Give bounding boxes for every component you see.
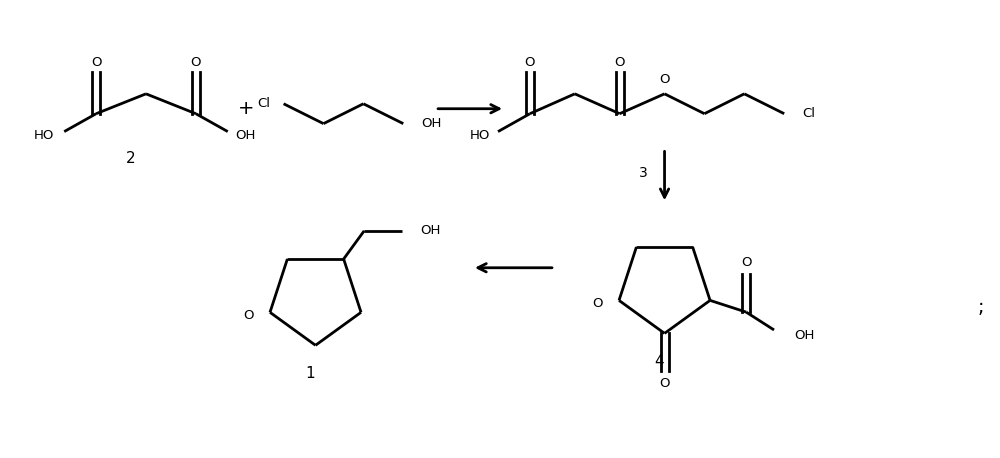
Text: HO: HO bbox=[34, 129, 54, 142]
Text: HO: HO bbox=[470, 129, 490, 142]
Text: Cl: Cl bbox=[258, 97, 271, 110]
Text: O: O bbox=[659, 376, 670, 390]
Text: O: O bbox=[191, 55, 201, 69]
Text: OH: OH bbox=[236, 129, 256, 142]
Text: OH: OH bbox=[794, 329, 814, 343]
Text: +: + bbox=[237, 99, 254, 118]
Text: 2: 2 bbox=[126, 151, 136, 166]
Text: OH: OH bbox=[420, 224, 440, 237]
Text: 4: 4 bbox=[655, 354, 664, 369]
Text: OH: OH bbox=[421, 117, 442, 130]
Text: O: O bbox=[244, 309, 254, 322]
Text: 3: 3 bbox=[639, 166, 648, 180]
Text: O: O bbox=[741, 256, 751, 269]
Text: O: O bbox=[659, 73, 670, 87]
Text: O: O bbox=[614, 55, 625, 69]
Text: O: O bbox=[593, 297, 603, 310]
Text: Cl: Cl bbox=[802, 107, 815, 120]
Text: O: O bbox=[525, 55, 535, 69]
Text: O: O bbox=[91, 55, 101, 69]
Text: ;: ; bbox=[977, 298, 984, 317]
Text: 1: 1 bbox=[306, 365, 315, 381]
